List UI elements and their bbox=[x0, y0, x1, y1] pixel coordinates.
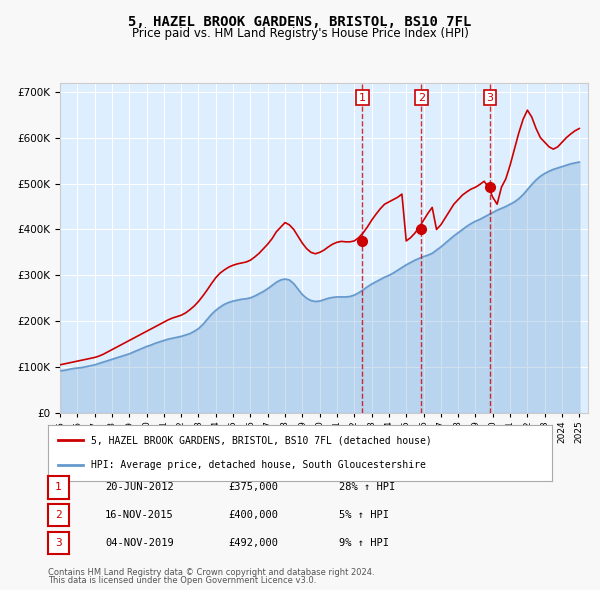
Text: 04-NOV-2019: 04-NOV-2019 bbox=[105, 538, 174, 548]
Text: 3: 3 bbox=[55, 538, 62, 548]
Text: 5, HAZEL BROOK GARDENS, BRISTOL, BS10 7FL: 5, HAZEL BROOK GARDENS, BRISTOL, BS10 7F… bbox=[128, 15, 472, 29]
Text: Price paid vs. HM Land Registry's House Price Index (HPI): Price paid vs. HM Land Registry's House … bbox=[131, 27, 469, 40]
Text: This data is licensed under the Open Government Licence v3.0.: This data is licensed under the Open Gov… bbox=[48, 576, 316, 585]
Text: 5, HAZEL BROOK GARDENS, BRISTOL, BS10 7FL (detached house): 5, HAZEL BROOK GARDENS, BRISTOL, BS10 7F… bbox=[91, 435, 431, 445]
Text: £492,000: £492,000 bbox=[228, 538, 278, 548]
Text: 28% ↑ HPI: 28% ↑ HPI bbox=[339, 483, 395, 492]
Text: 2: 2 bbox=[55, 510, 62, 520]
Text: 1: 1 bbox=[359, 93, 366, 103]
Text: 20-JUN-2012: 20-JUN-2012 bbox=[105, 483, 174, 492]
Text: Contains HM Land Registry data © Crown copyright and database right 2024.: Contains HM Land Registry data © Crown c… bbox=[48, 568, 374, 577]
Text: 1: 1 bbox=[55, 483, 62, 492]
Text: 16-NOV-2015: 16-NOV-2015 bbox=[105, 510, 174, 520]
Text: 3: 3 bbox=[487, 93, 494, 103]
Text: 9% ↑ HPI: 9% ↑ HPI bbox=[339, 538, 389, 548]
Text: 5% ↑ HPI: 5% ↑ HPI bbox=[339, 510, 389, 520]
Text: £400,000: £400,000 bbox=[228, 510, 278, 520]
Text: £375,000: £375,000 bbox=[228, 483, 278, 492]
Text: 2: 2 bbox=[418, 93, 425, 103]
Text: HPI: Average price, detached house, South Gloucestershire: HPI: Average price, detached house, Sout… bbox=[91, 460, 426, 470]
